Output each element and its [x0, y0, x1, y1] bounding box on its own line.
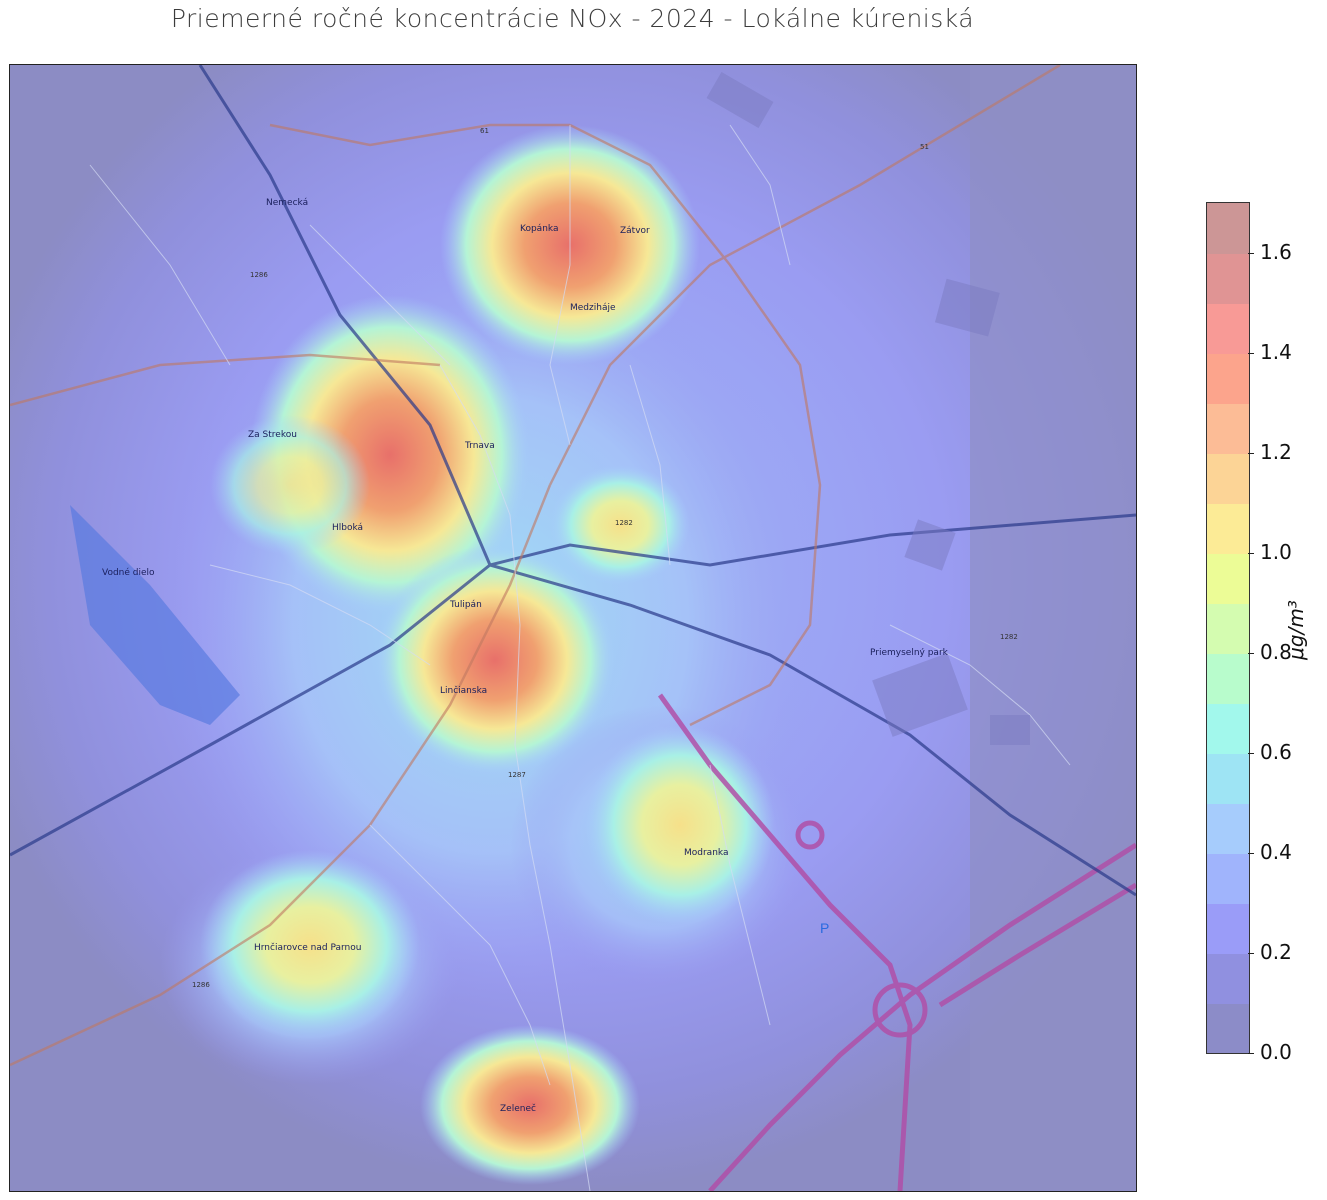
colorbar-band — [1207, 453, 1249, 504]
colorbar-strip — [1206, 202, 1250, 1054]
label-zatvor: Zátvor — [620, 226, 650, 236]
colorbar-band — [1207, 803, 1249, 854]
colorbar-band — [1207, 653, 1249, 704]
svg-text:1282: 1282 — [615, 519, 633, 527]
label-vodne-dielo: Vodné dielo — [102, 567, 155, 578]
colorbar-label: μg/m³ — [1284, 600, 1308, 660]
colorbar-band — [1207, 603, 1249, 654]
map-area[interactable]: Kopánka Zátvor Trnava Za Strekou Tulipán… — [9, 64, 1137, 1192]
svg-text:61: 61 — [480, 127, 489, 135]
colorbar-band — [1207, 753, 1249, 804]
railway-network — [10, 65, 1136, 897]
label-kopanka: Kopánka — [520, 224, 558, 234]
minor-roads — [89, 124, 1071, 1191]
label-linicianska: Linčianska — [440, 685, 487, 696]
label-nemecka: Nemecká — [266, 198, 308, 208]
hotspot-tulipan — [375, 545, 615, 775]
hotspot-zelenec — [420, 1025, 640, 1185]
industrial-blocks — [706, 72, 1030, 745]
hotspot-east — [550, 465, 690, 585]
label-hrnciarovce: Hrnčiarovce nad Parnou — [254, 942, 361, 953]
colorbar-band — [1207, 903, 1249, 954]
colorbar-band — [1207, 403, 1249, 454]
colorbar: 0.0 0.2 0.4 0.6 0.8 1.0 1.2 1.4 1.6 — [1206, 202, 1326, 1064]
label-trnava: Trnava — [464, 441, 495, 451]
label-za-strekou: Za Strekou — [248, 430, 297, 440]
colorbar-band — [1207, 853, 1249, 904]
svg-text:1287: 1287 — [508, 771, 526, 779]
colorbar-tick-label: 0.2 — [1248, 940, 1292, 964]
chart-title: Priemerné ročné koncentrácie NOx - 2024 … — [170, 4, 975, 33]
label-hlboka: Hlboká — [332, 523, 363, 533]
colorbar-band — [1207, 253, 1249, 304]
colorbar-band — [1207, 1003, 1249, 1053]
colorbar-band — [1207, 303, 1249, 354]
label-medzihaje: Medziháje — [570, 303, 616, 313]
label-zelenec: Zeleneč — [500, 1103, 536, 1114]
colorbar-band — [1207, 703, 1249, 754]
label-modranka: Modranka — [684, 848, 728, 858]
colorbar-tick-label: 0.4 — [1248, 840, 1292, 864]
colorbar-tick-label: 1.4 — [1248, 340, 1292, 364]
colorbar-band — [1207, 353, 1249, 404]
hotspot-hrnciarovce — [200, 850, 420, 1040]
colorbar-band — [1207, 553, 1249, 604]
colorbar-tick-label: 1.2 — [1248, 440, 1292, 464]
colorbar-tick-label: 0.6 — [1248, 740, 1292, 764]
parking-icon: P — [820, 920, 829, 936]
colorbar-tick-label: 1.0 — [1248, 540, 1292, 564]
svg-text:1282: 1282 — [1000, 633, 1018, 641]
svg-text:1286: 1286 — [192, 981, 210, 989]
colorbar-band — [1207, 203, 1249, 254]
svg-text:1286: 1286 — [250, 271, 268, 279]
colorbar-band — [1207, 953, 1249, 1004]
colorbar-tick-label: 0.8 — [1248, 640, 1292, 664]
colorbar-tick-label: 0.0 — [1248, 1040, 1292, 1064]
colorbar-tick-label: 1.6 — [1248, 240, 1292, 264]
svg-text:51: 51 — [920, 143, 929, 151]
concentration-map: Kopánka Zátvor Trnava Za Strekou Tulipán… — [10, 65, 1136, 1191]
label-priemyselny-park: Priemyselný park — [870, 648, 949, 658]
road-labels: 61 51 1282 1282 1286 1286 1287 — [192, 127, 1018, 989]
colorbar-band — [1207, 503, 1249, 554]
hotspot-modranka — [585, 725, 775, 925]
place-labels: Kopánka Zátvor Trnava Za Strekou Tulipán… — [102, 198, 949, 1114]
label-tulipan: Tulipán — [449, 600, 482, 610]
water-reservoir — [70, 505, 240, 725]
